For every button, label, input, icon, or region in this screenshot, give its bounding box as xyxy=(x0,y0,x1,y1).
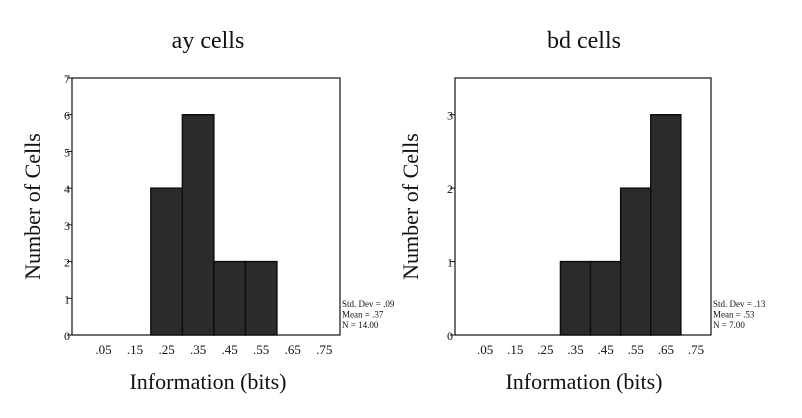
x-tick-label: .75 xyxy=(316,342,332,357)
bar-p55 xyxy=(244,260,278,336)
y-tick-label: 7 xyxy=(64,72,70,86)
stats-line: N = 14.00 xyxy=(342,320,379,330)
x-tick-label: .55 xyxy=(253,342,269,357)
y-tick-label: 0 xyxy=(64,329,70,343)
y-tick-label: 4 xyxy=(64,182,70,196)
bar-p45 xyxy=(213,260,247,336)
bar-p35 xyxy=(559,260,592,336)
chart-title: bd cells xyxy=(547,28,621,54)
x-tick-label: .45 xyxy=(597,342,613,357)
stats-line: Std. Dev = .13 xyxy=(713,299,766,309)
stats-line: N = 7.00 xyxy=(713,320,745,330)
x-tick-label: .45 xyxy=(222,342,238,357)
x-tick-label: .55 xyxy=(628,342,644,357)
y-tick-label: 3 xyxy=(64,219,70,233)
y-tick-label: 6 xyxy=(64,109,70,123)
x-tick-label: .35 xyxy=(190,342,206,357)
x-tick-label: .25 xyxy=(158,342,174,357)
bar-p45 xyxy=(589,260,622,336)
bar-p55 xyxy=(619,187,652,336)
stats-line: Mean = .53 xyxy=(713,310,755,320)
x-tick-label: .15 xyxy=(127,342,143,357)
y-axis-label: Number of Cells xyxy=(20,133,45,280)
x-axis-label: Information (bits) xyxy=(505,369,662,394)
y-tick-label: 1 xyxy=(64,292,70,306)
histogram-ay-cells: 0 1 2 3 4 5 6 7 .05 .15 .25 .35 .45 .55 .65 .75 ay cells… xyxy=(20,28,395,394)
x-axis-label: Information (bits) xyxy=(129,369,286,394)
x-tick-label: .05 xyxy=(477,342,493,357)
y-tick-label: 0 xyxy=(447,329,453,343)
x-tick-label: .25 xyxy=(537,342,553,357)
y-tick-label: 2 xyxy=(447,182,453,196)
y-tick-label: 3 xyxy=(447,109,453,123)
x-tick-label: .65 xyxy=(285,342,301,357)
bar-p35 xyxy=(181,114,215,336)
y-tick-label: 2 xyxy=(64,256,70,270)
chart-title: ay cells xyxy=(172,28,245,54)
bar-p65 xyxy=(650,114,682,336)
x-tick-label: .65 xyxy=(658,342,674,357)
y-axis-label: Number of Cells xyxy=(398,133,423,280)
x-tick-label: .75 xyxy=(688,342,704,357)
bar-p25 xyxy=(150,187,184,336)
x-tick-label: .15 xyxy=(507,342,523,357)
x-tick-label: .35 xyxy=(567,342,583,357)
stats-line: Std. Dev = .09 xyxy=(342,299,395,309)
histogram-bd-cells: 0 1 2 3 .05 .15 .25 .35 .45 .55 .65 .75 bd cells Info… xyxy=(398,28,766,394)
stats-line: Mean = .37 xyxy=(342,310,384,320)
y-tick-label: 5 xyxy=(64,145,70,159)
y-tick-label: 1 xyxy=(447,256,453,270)
x-tick-label: .05 xyxy=(95,342,111,357)
